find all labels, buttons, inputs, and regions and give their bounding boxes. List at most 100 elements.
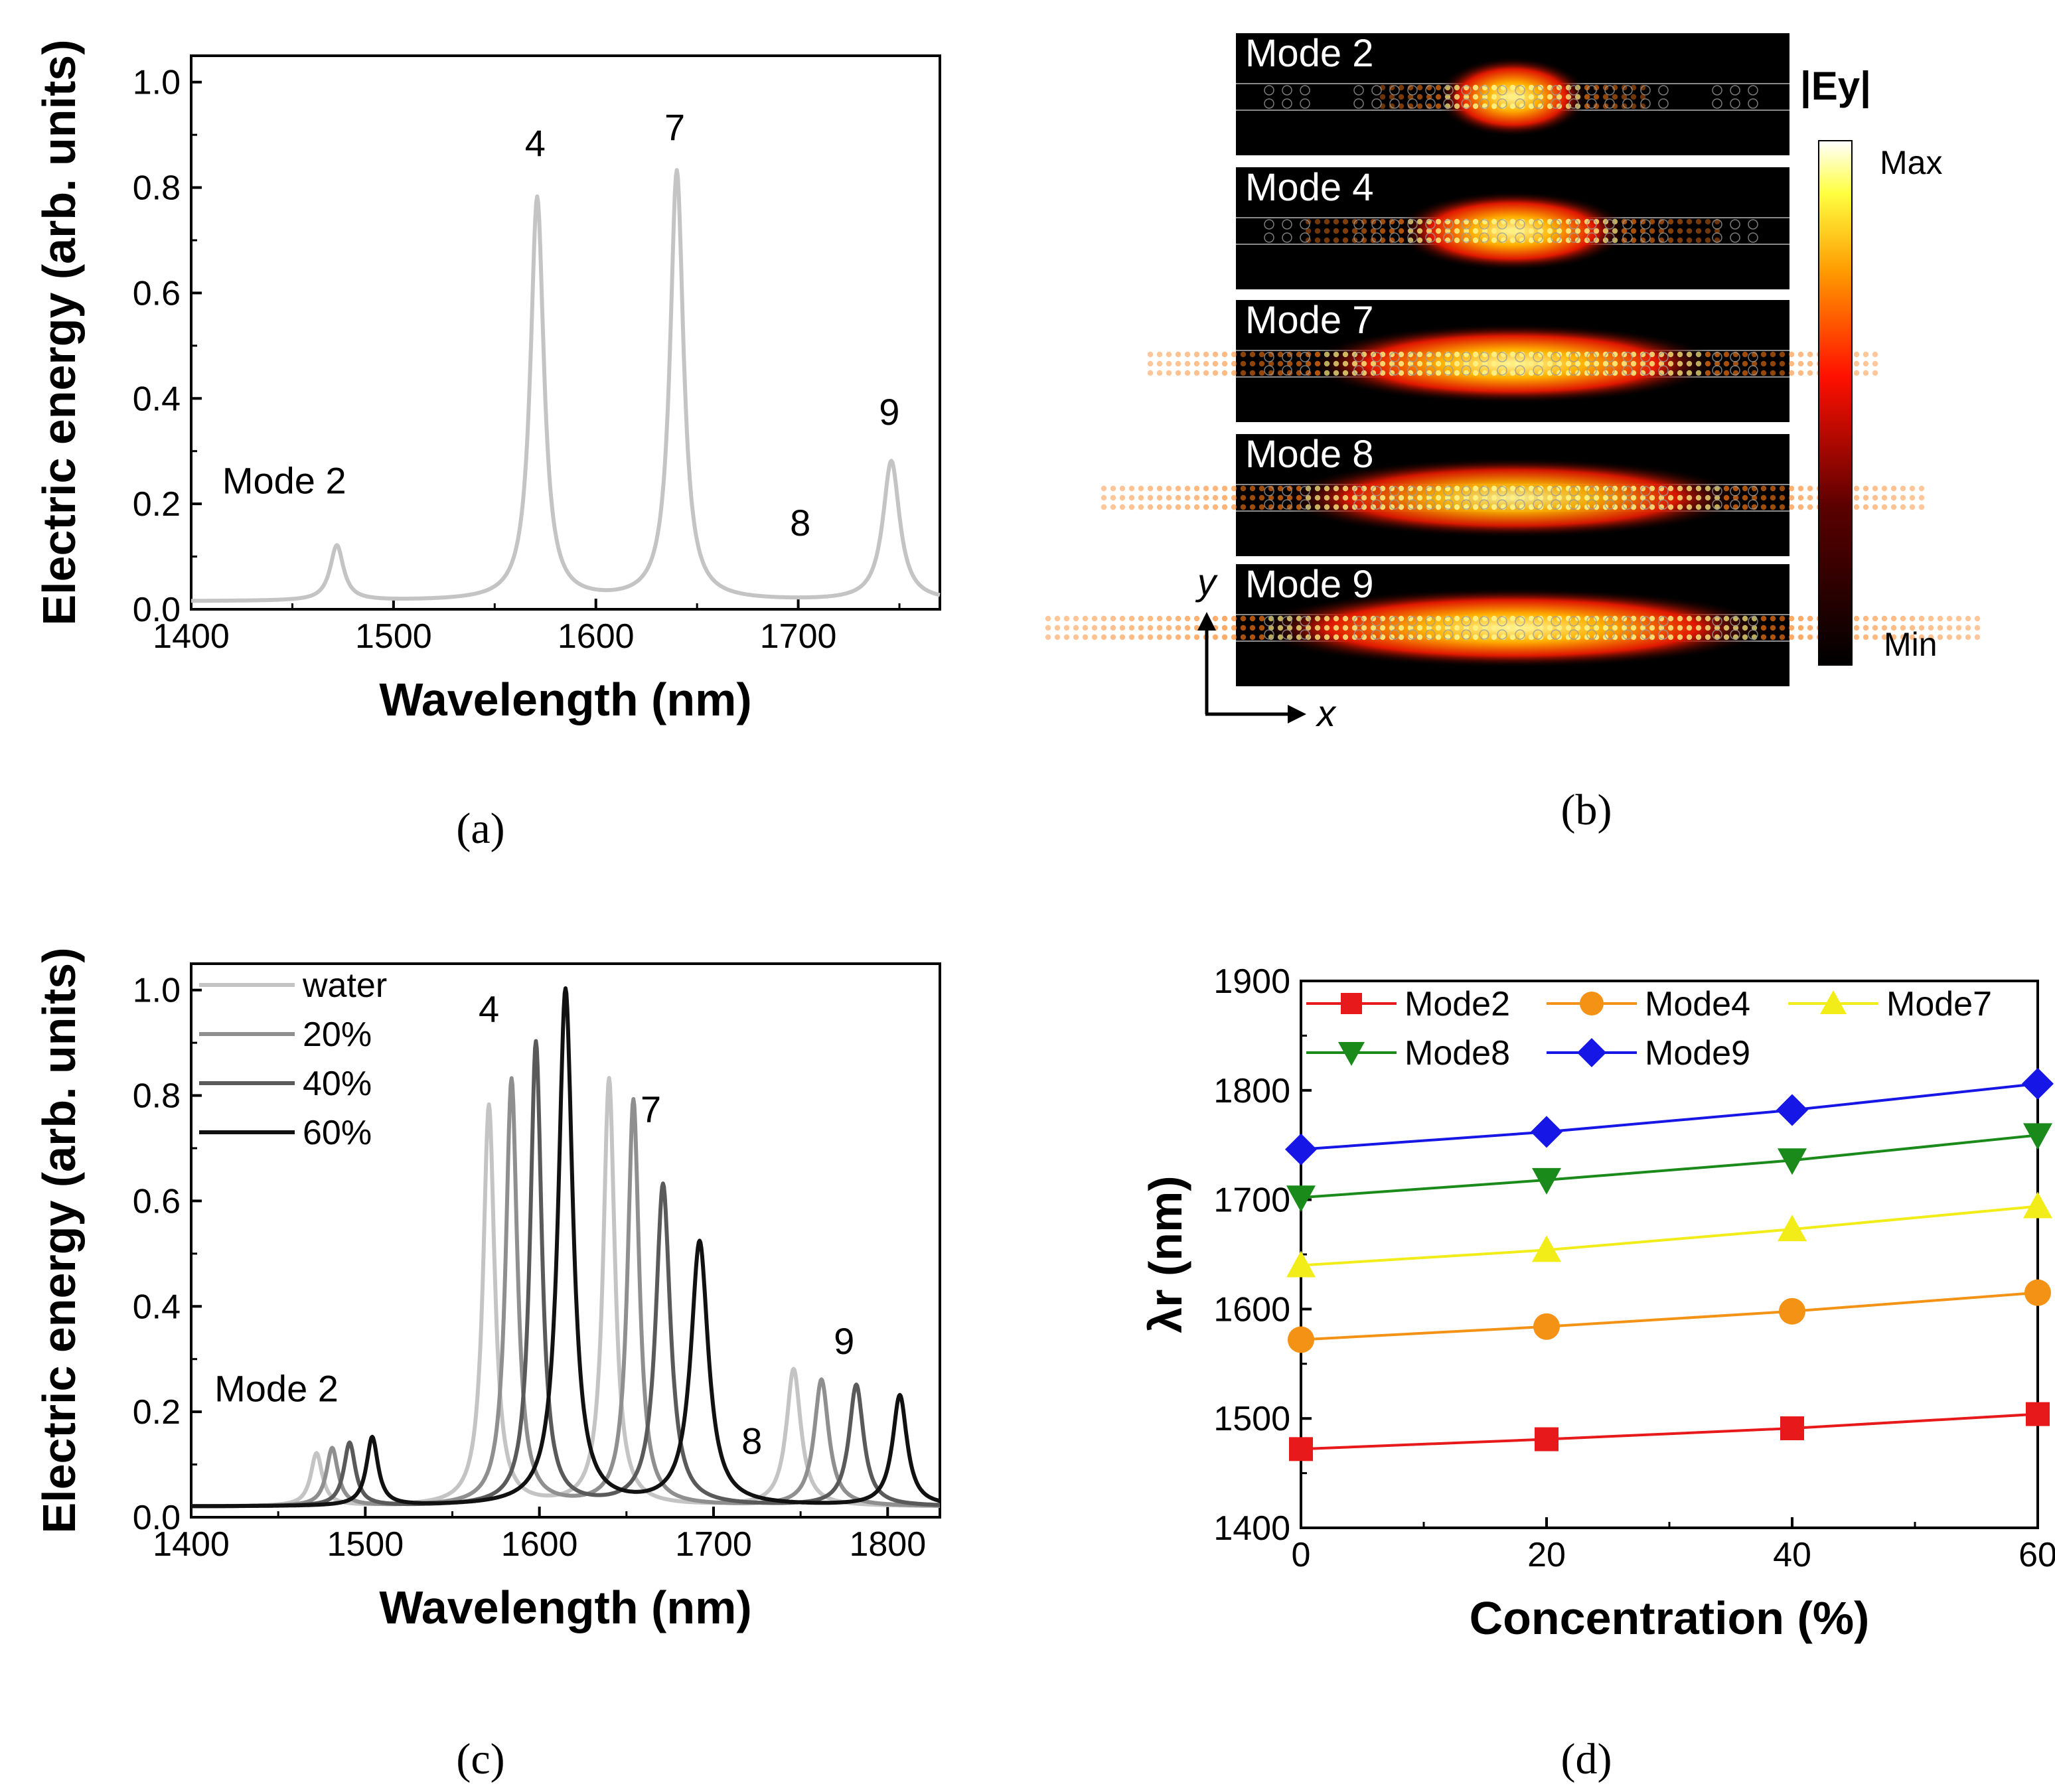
field-hotspot [1686,615,1693,622]
field-hotspot [1045,625,1051,631]
legend-label: Mode7 [1886,985,1992,1023]
field-hotspot [1630,360,1637,367]
field-hotspot [1398,218,1405,225]
field-hotspot [1872,634,1878,640]
field-hotspot [1965,625,1971,631]
photonic-crystal-hole [1748,352,1758,362]
field-hotspot [1342,634,1349,640]
field-hotspot [1361,485,1367,492]
field-hotspot [1909,494,1916,501]
field-hotspot [1556,228,1562,234]
field-hotspot [1574,94,1581,100]
field-hotspot [1379,625,1386,631]
photonic-crystal-hole [1586,365,1597,376]
field-hotspot [1258,615,1265,622]
photonic-crystal-hole [1604,352,1615,362]
y-tick-label: 0.0 [133,591,181,629]
field-hotspot [1407,494,1414,501]
field-hotspot [1742,615,1748,622]
photonic-crystal-hole [1712,629,1722,640]
photonic-crystal-hole [1371,232,1382,243]
field-hotspot [1760,370,1767,376]
field-hotspot [1667,615,1674,622]
field-hotspot [1389,94,1395,100]
field-hotspot [1612,634,1618,640]
field-hotspot [1361,494,1367,501]
legend-label: 40% [303,1065,372,1103]
field-hotspot [1639,494,1646,501]
field-hotspot [1407,625,1414,631]
x-tick-label: 1500 [355,617,432,656]
field-hotspot [1807,615,1813,622]
peak-annotation: Mode 2 [214,1367,339,1409]
field-hotspot [1156,370,1163,376]
field-hotspot [1630,494,1637,501]
mode-label: Mode 9 [1245,563,1373,606]
field-hotspot [1435,485,1442,492]
field-hotspot [1500,228,1507,234]
field-hotspot [1779,370,1786,376]
field-hotspot [1565,84,1572,91]
photonic-crystal-hole [1640,629,1651,640]
field-hotspot [1509,494,1516,501]
field-hotspot [1491,625,1497,631]
field-hotspot [1593,94,1600,100]
field-hotspot [1398,494,1405,501]
field-hotspot [1324,237,1330,244]
field-hotspot [1045,634,1051,640]
field-hotspot [1416,237,1423,244]
legend-label: 60% [303,1114,372,1152]
field-hotspot [1853,494,1860,501]
y-tick-label: 0.6 [133,1182,181,1221]
field-hotspot [1454,485,1460,492]
data-point-Mode9 [2022,1067,2054,1100]
photonic-crystal-hole [1604,98,1615,109]
legend-swatch-marker [1338,1042,1365,1066]
photonic-crystal-hole [1425,486,1436,496]
x-tick-label: 1600 [501,1525,578,1564]
photonic-crystal-hole [1533,486,1543,496]
field-hotspot [1138,504,1144,510]
photonic-crystal-hole [1586,616,1597,627]
field-hotspot [1324,360,1330,367]
field-hotspot [1324,351,1330,358]
field-hotspot [1519,360,1525,367]
field-hotspot [1119,615,1126,622]
photonic-crystal-hole [1658,616,1669,627]
legend-label: Mode9 [1645,1034,1750,1073]
photonic-crystal-hole [1264,219,1274,230]
y-axis-title: Electric energy (arb. units) [33,947,85,1533]
field-hotspot [1398,94,1405,100]
field-hotspot [1621,625,1628,631]
field-hotspot [1900,485,1906,492]
field-hotspot [1742,504,1748,510]
field-hotspot [1389,228,1395,234]
field-hotspot [1398,485,1405,492]
photonic-crystal-hole [1300,616,1310,627]
field-hotspot [1472,370,1479,376]
field-hotspot [1584,103,1590,110]
field-hotspot [1519,494,1525,501]
photonic-crystal-hole [1407,499,1418,510]
field-hotspot [1333,485,1339,492]
field-hotspot [1509,370,1516,376]
panel-a: 1400 1500 1600 1700 0.0 0.2 0.4 0.6 0.8 1.0 Wavele… [33,39,941,853]
field-hotspot [1667,504,1674,510]
photonic-crystal-hole [1461,365,1472,376]
peak-annotation: 9 [879,391,899,433]
field-hotspot [1853,485,1860,492]
field-hotspot [1407,360,1414,367]
field-hotspot [1779,494,1786,501]
data-point-Mode4 [1533,1313,1560,1340]
photonic-crystal-hole [1712,352,1722,362]
field-hotspot [1184,504,1191,510]
field-hotspot [1398,634,1405,640]
field-hotspot [1472,494,1479,501]
field-hotspot [1389,360,1395,367]
photonic-crystal-hole [1748,499,1758,510]
field-hotspot [1677,237,1683,244]
field-hotspot [1268,615,1274,622]
field-hotspot [1519,615,1525,622]
field-hotspot [1807,504,1813,510]
field-hotspot [1156,351,1163,358]
